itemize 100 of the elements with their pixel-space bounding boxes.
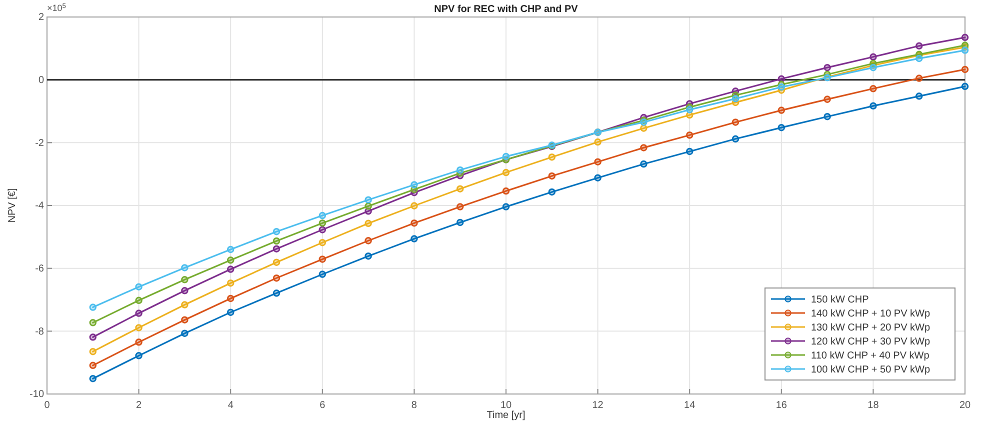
point xyxy=(778,106,786,114)
point xyxy=(502,168,510,176)
point xyxy=(135,338,142,346)
point xyxy=(824,64,831,72)
point xyxy=(686,148,694,156)
point xyxy=(226,294,234,302)
point xyxy=(89,319,97,326)
point xyxy=(915,54,923,62)
point xyxy=(364,202,372,210)
y-tick-label: 0 xyxy=(38,75,44,86)
point xyxy=(181,330,188,337)
legend-label: 120 kW CHP + 30 PV kWp xyxy=(811,336,930,348)
y-tick-label: 2 xyxy=(38,12,44,24)
point xyxy=(961,46,969,54)
point xyxy=(824,112,831,120)
point xyxy=(778,83,786,91)
point xyxy=(89,334,97,341)
chart-title: NPV for REC with CHP and PV xyxy=(434,4,578,15)
x-tick-label: 14 xyxy=(684,400,696,411)
point xyxy=(456,218,464,226)
x-tick-label: 6 xyxy=(320,400,326,411)
legend-label: 150 kW CHP xyxy=(811,294,870,306)
point xyxy=(870,85,877,92)
point xyxy=(456,166,464,174)
point xyxy=(181,276,188,284)
point xyxy=(778,124,786,132)
point xyxy=(502,203,510,210)
x-axis-title: Time [yr] xyxy=(486,410,526,421)
point xyxy=(870,102,877,110)
point xyxy=(456,185,464,192)
point xyxy=(226,308,234,316)
point xyxy=(548,172,556,180)
point xyxy=(915,42,923,50)
point xyxy=(778,75,786,83)
point xyxy=(364,220,372,228)
x-tick-label: 12 xyxy=(592,400,604,411)
point xyxy=(456,203,464,210)
point xyxy=(410,235,418,242)
point xyxy=(181,301,188,308)
point xyxy=(272,290,280,297)
point xyxy=(594,138,602,146)
point xyxy=(410,202,418,210)
point xyxy=(410,181,418,188)
point xyxy=(502,152,510,160)
point xyxy=(135,283,142,290)
point xyxy=(548,153,556,161)
point xyxy=(89,362,97,370)
y-tick-label: -8 xyxy=(35,326,44,338)
x-tick-label: 18 xyxy=(868,400,880,411)
y-tick-label: -10 xyxy=(30,389,44,400)
point xyxy=(502,187,510,195)
point xyxy=(318,219,326,227)
point xyxy=(594,174,602,182)
point xyxy=(732,135,740,143)
legend-label: 110 kW CHP + 40 PV kWp xyxy=(811,350,930,362)
point xyxy=(870,53,877,61)
x-tick-label: 10 xyxy=(500,400,512,411)
point xyxy=(364,196,372,204)
point xyxy=(318,238,326,246)
x-tick-label: 8 xyxy=(411,400,418,411)
point xyxy=(870,64,877,72)
x-tick-label: 4 xyxy=(228,400,234,411)
point xyxy=(961,82,969,90)
point xyxy=(686,132,694,139)
point xyxy=(410,219,418,227)
legend-label: 140 kW CHP + 10 PV kWp xyxy=(811,308,930,320)
point xyxy=(318,226,326,234)
point xyxy=(135,296,142,304)
point xyxy=(135,352,142,360)
point xyxy=(640,144,648,152)
point xyxy=(915,74,923,82)
point xyxy=(181,316,188,324)
point xyxy=(732,118,740,126)
point xyxy=(318,212,326,220)
point xyxy=(272,228,280,236)
point xyxy=(181,287,188,294)
x-tick-label: 16 xyxy=(776,400,788,411)
legend-label: 130 kW CHP + 20 PV kWp xyxy=(811,322,930,334)
point xyxy=(272,274,280,282)
y-tick-label: -6 xyxy=(35,264,44,275)
point xyxy=(594,158,602,166)
text: ×10$^{5}$ xyxy=(47,2,66,13)
point xyxy=(226,246,234,254)
point xyxy=(640,124,648,132)
point xyxy=(272,258,280,266)
point xyxy=(686,106,694,114)
point xyxy=(915,92,923,100)
point xyxy=(961,66,969,74)
point xyxy=(226,279,234,287)
point xyxy=(89,374,97,382)
point xyxy=(364,237,372,244)
legend-label: 100 kW CHP + 50 PV kWp xyxy=(811,364,930,376)
point xyxy=(318,270,326,278)
point xyxy=(135,310,142,317)
y-axis-title: NPV [€] xyxy=(7,188,18,223)
point xyxy=(548,188,556,196)
point xyxy=(961,34,969,42)
point xyxy=(732,95,740,102)
point xyxy=(364,252,372,260)
point xyxy=(181,264,188,272)
